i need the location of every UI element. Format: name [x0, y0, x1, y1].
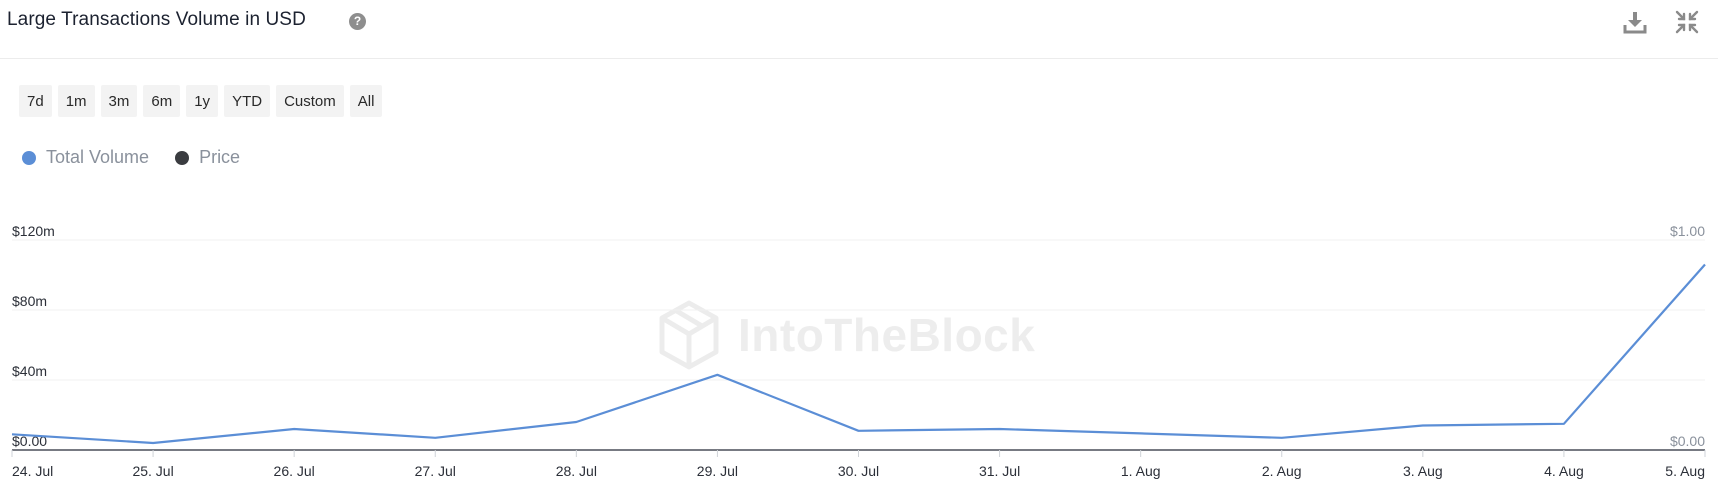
legend-label-total-volume: Total Volume [46, 147, 150, 167]
x-tick-label: 31. Jul [979, 463, 1020, 479]
help-icon[interactable]: ? [349, 13, 366, 30]
range-7d-button[interactable]: 7d [19, 85, 52, 117]
legend-dot-total-volume [22, 150, 36, 165]
chart-header: Large Transactions Volume in USD ? [0, 0, 1718, 59]
x-tick-label: 28. Jul [556, 463, 597, 479]
x-tick-label: 1. Aug [1121, 463, 1161, 479]
range-custom-button[interactable]: Custom [276, 85, 344, 117]
series-line-total-volume [11, 263, 1706, 445]
legend-label-price: Price [199, 147, 241, 167]
y-tick-label-left: $80m [12, 293, 47, 309]
x-tick-label: 29. Jul [697, 463, 738, 479]
watermark-text: IntoTheBlock [738, 309, 1036, 361]
y-tick-label-left: $40m [12, 363, 47, 379]
y-tick-label-left: $120m [12, 223, 55, 239]
range-1y-button[interactable]: 1y [186, 85, 219, 117]
watermark-logo-icon [659, 300, 719, 370]
range-6m-button[interactable]: 6m [143, 85, 181, 117]
range-ytd-button[interactable]: YTD [224, 85, 271, 117]
legend-dot-price [175, 150, 190, 165]
x-tick-label: 24. Jul [12, 463, 53, 479]
chart-legend: Total Volume Price [22, 147, 240, 168]
range-all-button[interactable]: All [349, 85, 383, 117]
range-3m-button[interactable]: 3m [100, 85, 138, 117]
download-icon[interactable] [1621, 8, 1649, 36]
range-1m-button[interactable]: 1m [57, 85, 95, 117]
legend-total-volume[interactable]: Total Volume [22, 147, 149, 168]
collapse-icon[interactable] [1673, 8, 1701, 36]
y-tick-label-right: $0.00 [1670, 433, 1705, 449]
x-tick-label: 4. Aug [1544, 463, 1584, 479]
x-tick-label: 3. Aug [1403, 463, 1443, 479]
x-tick-label: 26. Jul [274, 463, 315, 479]
x-tick-label: 2. Aug [1262, 463, 1302, 479]
legend-price[interactable]: Price [175, 147, 240, 168]
time-range-selector: 7d 1m 3m 6m 1y YTD Custom All [19, 85, 383, 117]
x-tick-label: 5. Aug [1665, 463, 1705, 479]
chart-title: Large Transactions Volume in USD [7, 9, 306, 30]
y-tick-label-right: $1.00 [1670, 223, 1705, 239]
x-tick-label: 25. Jul [132, 463, 173, 479]
x-tick-label: 30. Jul [838, 463, 879, 479]
x-tick-label: 27. Jul [415, 463, 456, 479]
watermark: IntoTheBlock [658, 300, 1035, 370]
